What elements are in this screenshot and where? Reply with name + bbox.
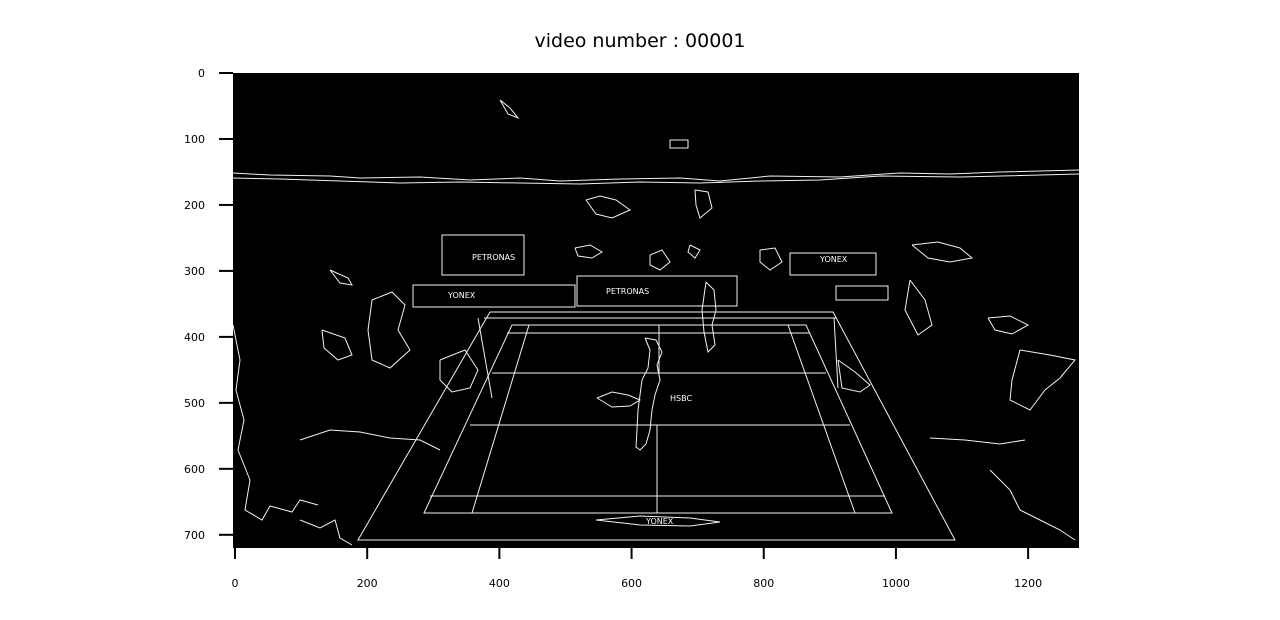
x-tick-label: 200 xyxy=(357,577,378,590)
ceiling-sign xyxy=(669,139,689,149)
court-lines xyxy=(423,324,893,514)
y-tick-label: 100 xyxy=(184,133,205,146)
y-tick-label: 400 xyxy=(184,331,205,344)
right-crowd-edge xyxy=(911,241,974,263)
board-petronas-top xyxy=(441,234,525,276)
sign-hsbc: HSBC xyxy=(670,394,692,403)
sign-yonex-left: YONEX xyxy=(447,291,476,300)
mid-stand-edge xyxy=(585,195,632,219)
stand-edge xyxy=(232,169,1080,182)
y-axis: 0 100 200 300 400 500 600 700 xyxy=(184,67,233,542)
sign-yonex-right: YONEX xyxy=(819,255,848,264)
right-floor-edge xyxy=(929,437,1026,445)
left-floor-edge-2 xyxy=(299,519,353,546)
court-logo-outline xyxy=(595,515,721,527)
left-crowd-edge-3 xyxy=(439,349,479,393)
court-outline xyxy=(357,311,956,541)
right-person xyxy=(1009,349,1076,411)
board-right-small xyxy=(835,285,889,301)
left-floor-edge xyxy=(299,429,441,451)
y-tick-label: 500 xyxy=(184,397,205,410)
stand-edge-lower xyxy=(232,173,1080,185)
net-post-right xyxy=(833,317,839,389)
court-sideline-left xyxy=(471,324,530,514)
court-sideline-right xyxy=(787,324,856,514)
signage-text: PETRONAS YONEX PETRONAS YONEX HSBC YONEX xyxy=(447,253,848,526)
y-tick-label: 200 xyxy=(184,199,205,212)
edge-image xyxy=(233,73,1079,548)
y-tick-label: 600 xyxy=(184,463,205,476)
y-tick-label: 0 xyxy=(198,67,205,80)
mid-stand-edge-2 xyxy=(694,189,713,219)
right-floor-edge-2 xyxy=(989,469,1076,541)
ceiling-edge xyxy=(499,99,520,120)
x-tick-label: 600 xyxy=(621,577,642,590)
left-crowd-edge-2 xyxy=(321,329,353,361)
x-tick-label: 400 xyxy=(489,577,510,590)
board-petronas-center xyxy=(576,275,738,307)
x-tick-label: 1200 xyxy=(1014,577,1042,590)
right-near-net xyxy=(837,359,871,393)
left-clutter xyxy=(232,324,319,521)
x-tick-label: 1000 xyxy=(882,577,910,590)
board-yonex-left xyxy=(412,284,576,308)
y-tick-label: 700 xyxy=(184,529,205,542)
mid-crowd-edge-2 xyxy=(649,249,671,271)
x-tick-label: 800 xyxy=(753,577,774,590)
mid-crowd-edge-3 xyxy=(687,244,701,259)
player-far-outline xyxy=(701,281,717,354)
player-racket xyxy=(596,391,642,408)
sign-yonex-court: YONEX xyxy=(645,517,674,526)
left-crowd-edge xyxy=(329,269,353,286)
mid-crowd-edge-4 xyxy=(759,247,783,271)
left-person xyxy=(367,291,411,369)
y-tick-label: 300 xyxy=(184,265,205,278)
player-near-outline xyxy=(635,337,663,451)
x-tick-label: 0 xyxy=(232,577,239,590)
right-crowd-edge-3 xyxy=(987,315,1030,335)
net-post-left xyxy=(477,317,493,399)
chart-title: video number : 00001 xyxy=(534,30,746,52)
sign-petronas-center: PETRONAS xyxy=(606,287,649,296)
board-yonex-right xyxy=(789,252,877,276)
sign-petronas-top: PETRONAS xyxy=(472,253,515,262)
edge-lines xyxy=(232,99,1080,546)
right-crowd-edge-2 xyxy=(904,279,933,336)
x-axis: 0 200 400 600 800 1000 1200 xyxy=(232,548,1042,590)
mid-crowd-edge xyxy=(574,244,603,259)
